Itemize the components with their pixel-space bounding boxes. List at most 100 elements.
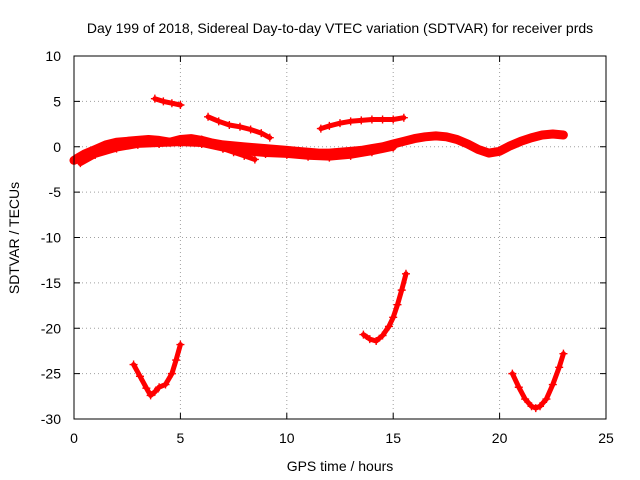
y-tick-label: -15: [41, 275, 61, 291]
data-point: [521, 395, 530, 404]
data-point: [357, 116, 366, 125]
data-point: [135, 372, 144, 381]
data-point: [410, 134, 419, 143]
data-point: [161, 380, 170, 389]
data-point: [527, 133, 536, 142]
series-dip-4h: [129, 340, 185, 400]
data-point: [399, 137, 408, 146]
data-point: [399, 113, 408, 122]
data-point: [218, 144, 227, 153]
data-point: [346, 151, 355, 160]
chart-title: Day 199 of 2018, Sidereal Day-to-day VTE…: [87, 20, 593, 36]
data-point: [474, 145, 483, 154]
data-point: [155, 140, 164, 149]
data-point: [246, 125, 255, 134]
data-point: [508, 369, 517, 378]
data-point: [142, 384, 151, 393]
data-point: [204, 112, 213, 121]
y-tick-label: 0: [53, 139, 61, 155]
data-point: [282, 150, 291, 159]
series-line: [509, 351, 566, 411]
data-point: [250, 155, 259, 164]
y-tick-label: -30: [41, 411, 61, 427]
series-line: [152, 96, 183, 108]
data-point: [516, 137, 525, 146]
data-point: [421, 132, 430, 141]
data-point: [559, 130, 568, 139]
x-tick-label: 20: [492, 430, 508, 446]
data-point: [514, 383, 523, 392]
data-point: [150, 94, 159, 103]
data-point: [389, 143, 398, 152]
data-point: [431, 131, 440, 140]
data-point: [365, 335, 374, 344]
data-point: [463, 140, 472, 149]
data-point: [531, 404, 540, 413]
data-point: [384, 322, 393, 331]
data-point: [101, 140, 110, 149]
data-point: [527, 402, 536, 411]
data-point: [559, 349, 568, 358]
series-arc-4h: [150, 94, 185, 110]
data-point: [112, 144, 121, 153]
series-arc-12to16h: [316, 113, 408, 133]
series-line: [360, 271, 409, 344]
data-point: [197, 135, 206, 144]
data-point: [208, 140, 217, 149]
axes: 0 5 10 15 20 25 10 5 0 -5 -10 -15 -20 -25 -30: [41, 48, 614, 446]
series-arc-14h: [359, 269, 410, 345]
data-point: [359, 330, 368, 339]
series-arc-6to9h-lower: [197, 135, 259, 164]
data-point: [442, 132, 451, 141]
data-point: [346, 117, 355, 126]
data-point: [240, 151, 249, 160]
data-point: [146, 391, 155, 400]
data-point: [367, 115, 376, 124]
data-point: [325, 153, 334, 162]
data-point: [548, 380, 557, 389]
data-point: [401, 269, 410, 278]
data-point: [538, 130, 547, 139]
series-line: [131, 342, 183, 398]
data-point: [393, 300, 402, 309]
data-point: [76, 159, 85, 168]
y-tick-label: 10: [45, 48, 61, 64]
data-point: [542, 395, 551, 404]
grid: [74, 56, 606, 419]
data-point: [129, 360, 138, 369]
data-point: [261, 150, 270, 159]
data-point: [133, 140, 142, 149]
data-point: [229, 148, 238, 157]
x-tick-label: 10: [279, 430, 295, 446]
y-tick-label: -25: [41, 366, 61, 382]
x-tick-label: 15: [385, 430, 401, 446]
x-tick-label: 5: [177, 430, 185, 446]
data-point: [214, 117, 223, 126]
data-point: [172, 356, 181, 365]
x-tick-label: 25: [598, 430, 614, 446]
data-point: [378, 115, 387, 124]
data-point: [225, 120, 234, 129]
y-tick-label: -5: [49, 184, 62, 200]
data-point: [367, 148, 376, 157]
data-series-group: [69, 94, 568, 413]
data-point: [176, 340, 185, 349]
data-point: [378, 331, 387, 340]
data-point: [325, 121, 334, 130]
data-point: [155, 383, 164, 392]
data-point: [176, 139, 185, 148]
data-point: [150, 387, 159, 396]
y-tick-label: 5: [53, 93, 61, 109]
data-point: [176, 101, 185, 110]
y-tick-label: -20: [41, 320, 61, 336]
series-arc-6to8h: [204, 112, 274, 142]
x-tick-label: 0: [70, 430, 78, 446]
x-axis-label: GPS time / hours: [287, 458, 394, 474]
data-point: [316, 124, 325, 133]
data-point: [304, 152, 313, 161]
series-dip-22h: [508, 349, 568, 413]
data-point: [167, 369, 176, 378]
data-point: [484, 149, 493, 158]
data-point: [265, 133, 274, 142]
